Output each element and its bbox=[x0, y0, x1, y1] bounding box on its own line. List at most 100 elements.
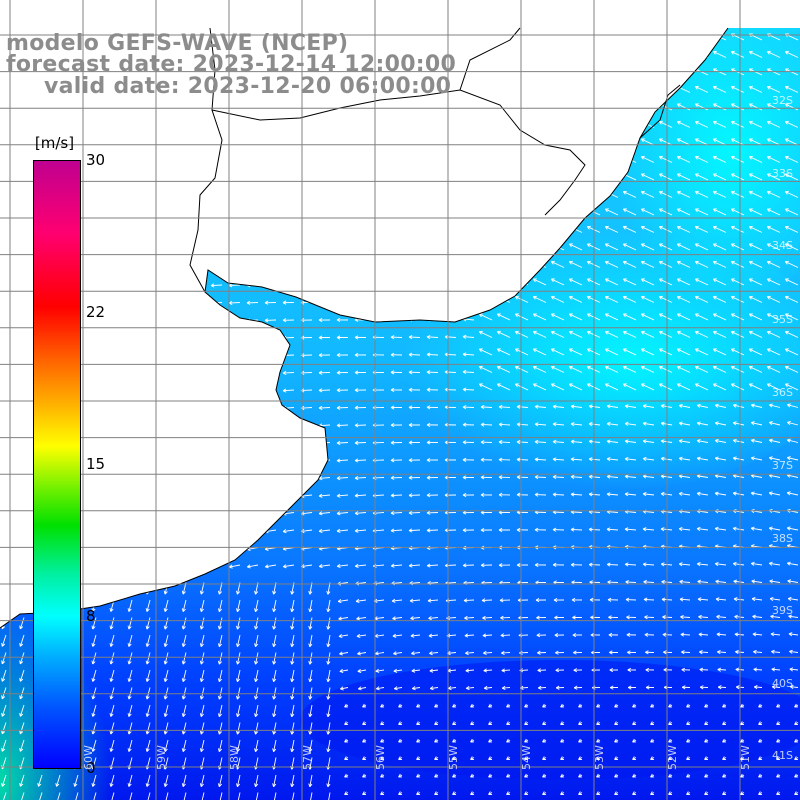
wind-arrow bbox=[19, 739, 25, 752]
wind-arrow bbox=[478, 155, 493, 163]
wind-arrow bbox=[12, 214, 25, 219]
wind-arrow bbox=[103, 494, 115, 499]
wind-arrow bbox=[609, 685, 619, 690]
wind-arrow bbox=[624, 562, 637, 567]
wind-arrow bbox=[380, 703, 385, 708]
wind-arrow bbox=[426, 124, 439, 129]
wind-arrow bbox=[290, 739, 295, 753]
wind-arrow bbox=[748, 243, 763, 251]
wind-arrow bbox=[501, 650, 511, 655]
wind-arrow bbox=[514, 50, 529, 58]
wind-arrow bbox=[273, 792, 277, 800]
wind-arrow bbox=[640, 50, 655, 58]
wind-arrow bbox=[681, 667, 691, 672]
wind-arrow bbox=[632, 738, 637, 743]
wind-arrow bbox=[640, 278, 655, 286]
wind-arrow bbox=[590, 615, 601, 620]
wind-arrow bbox=[514, 173, 529, 181]
wind-arrow bbox=[771, 667, 781, 672]
wind-arrow bbox=[498, 527, 511, 533]
wind-arrow bbox=[174, 160, 187, 165]
wind-arrow bbox=[686, 721, 691, 725]
wind-arrow bbox=[712, 103, 727, 111]
wind-arrow bbox=[426, 352, 439, 357]
wind-arrow bbox=[338, 633, 349, 639]
wind-arrow bbox=[0, 494, 7, 499]
wind-arrow bbox=[748, 155, 763, 163]
wind-arrow bbox=[784, 225, 799, 233]
wind-arrow bbox=[199, 704, 205, 717]
wind-arrow bbox=[627, 667, 637, 673]
wind-arrow bbox=[0, 214, 7, 218]
wind-arrow bbox=[339, 651, 349, 656]
wind-arrow bbox=[0, 162, 7, 165]
wind-arrow bbox=[300, 230, 313, 235]
wind-arrow bbox=[658, 225, 673, 233]
wind-arrow bbox=[730, 330, 745, 338]
wind-arrow bbox=[326, 669, 331, 683]
wind-arrow bbox=[128, 792, 133, 800]
wind-arrow bbox=[663, 650, 673, 655]
wind-arrow bbox=[156, 512, 169, 517]
wind-arrow bbox=[640, 330, 655, 338]
wind-arrow bbox=[354, 528, 367, 533]
wind-arrow bbox=[390, 387, 403, 393]
wind-arrow bbox=[550, 313, 565, 321]
wind-arrow bbox=[326, 599, 331, 613]
wind-arrow bbox=[398, 756, 403, 760]
wind-arrow bbox=[552, 404, 565, 409]
wind-arrow bbox=[199, 652, 205, 665]
wind-arrow bbox=[462, 282, 475, 287]
wind-arrow bbox=[1, 634, 7, 647]
wind-arrow bbox=[714, 561, 727, 567]
wind-arrow bbox=[678, 439, 691, 444]
wind-arrow bbox=[13, 424, 25, 430]
wind-arrow bbox=[640, 173, 655, 181]
wind-arrow bbox=[534, 404, 547, 409]
wind-arrow bbox=[480, 492, 493, 498]
wind-arrow bbox=[246, 371, 259, 376]
wind-arrow bbox=[228, 441, 241, 446]
wind-arrow bbox=[246, 160, 259, 165]
wind-arrow bbox=[120, 319, 133, 324]
wind-arrow bbox=[524, 791, 529, 795]
wind-arrow bbox=[120, 160, 133, 165]
wind-arrow bbox=[496, 85, 511, 93]
wind-arrow bbox=[156, 459, 169, 464]
wind-arrow bbox=[336, 370, 349, 375]
wind-arrow bbox=[514, 225, 529, 233]
wind-arrow bbox=[578, 738, 583, 743]
wind-arrow bbox=[506, 756, 511, 760]
wind-arrow bbox=[784, 208, 799, 216]
wind-arrow bbox=[13, 564, 25, 570]
wind-arrow bbox=[614, 773, 619, 778]
wind-arrow bbox=[730, 383, 745, 391]
wind-arrow bbox=[12, 354, 25, 359]
wind-arrow bbox=[390, 212, 403, 217]
wind-arrow bbox=[444, 282, 457, 287]
wind-arrow bbox=[452, 791, 457, 795]
wind-arrow bbox=[282, 388, 295, 393]
wind-arrow bbox=[416, 756, 421, 760]
wind-arrow bbox=[578, 773, 583, 778]
wind-arrow bbox=[552, 474, 565, 480]
wind-arrow bbox=[642, 474, 655, 479]
wind-arrow bbox=[678, 491, 691, 496]
wind-arrow bbox=[766, 155, 781, 163]
wind-arrow bbox=[444, 36, 457, 41]
wind-arrow bbox=[686, 773, 691, 778]
wind-arrow bbox=[174, 529, 187, 534]
wind-arrow bbox=[174, 476, 187, 482]
wind-arrow bbox=[608, 632, 619, 637]
wind-arrow bbox=[488, 703, 493, 708]
wind-arrow bbox=[750, 491, 763, 496]
wind-arrow bbox=[326, 652, 331, 665]
wind-arrow bbox=[694, 225, 709, 233]
colorbar-units: [m/s] bbox=[34, 134, 75, 152]
wind-arrow bbox=[514, 260, 529, 268]
wind-arrow bbox=[264, 423, 277, 428]
wind-arrow bbox=[84, 196, 97, 201]
wind-arrow bbox=[483, 650, 493, 656]
wind-arrow bbox=[236, 599, 241, 613]
lat-label-36s: 36S bbox=[772, 386, 793, 399]
